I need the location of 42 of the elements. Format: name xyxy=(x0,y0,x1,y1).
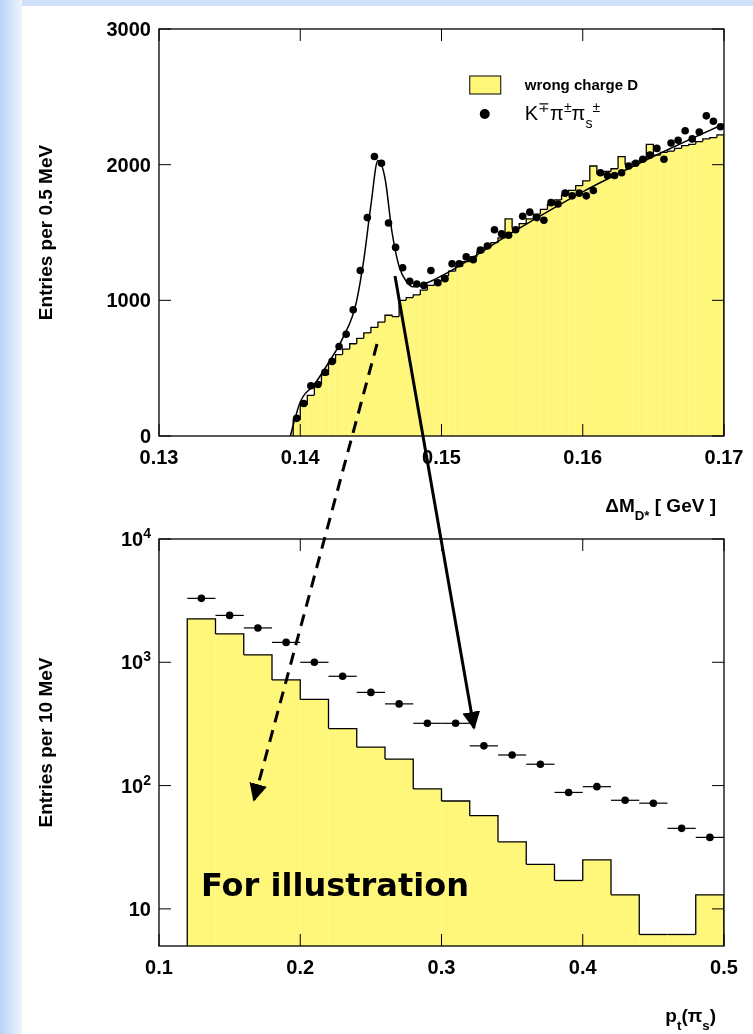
point xyxy=(423,719,432,728)
x-tick-label: 0.1 xyxy=(145,956,173,978)
y-axis-title: Entries per 0.5 MeV xyxy=(35,144,56,321)
point xyxy=(480,742,488,750)
y-tick-label: 10 xyxy=(128,897,151,920)
x-axis-title: p$_{t}$(π$_{s}$) xyxy=(665,1005,716,1033)
point xyxy=(367,688,375,697)
point xyxy=(621,796,629,805)
point xyxy=(593,782,601,791)
x-tick-label: 0.2 xyxy=(286,956,315,978)
point xyxy=(310,658,319,667)
point xyxy=(395,700,403,708)
legend-label: wrong charge D xyxy=(523,76,639,93)
x-tick-label: 0.3 xyxy=(427,956,456,978)
y-tick-label: 10$^{3}$ xyxy=(120,648,152,674)
annotation: For illustration xyxy=(201,866,469,904)
point xyxy=(536,760,545,769)
point xyxy=(508,751,516,759)
point xyxy=(451,719,460,728)
y-tick-label: 1000 xyxy=(106,289,151,312)
y-tick-label: 2000 xyxy=(106,153,151,176)
x-tick-label: 0.14 xyxy=(280,446,321,468)
x-tick-label: 0.4 xyxy=(568,956,598,978)
point xyxy=(706,833,714,842)
x-tick-label: 0.16 xyxy=(563,446,603,468)
x-tick-label: 0.17 xyxy=(704,446,744,468)
y-tick-label: 0 xyxy=(139,425,151,447)
x-tick-label: 0.5 xyxy=(710,956,738,978)
point xyxy=(677,824,686,833)
y-tick-label: 3000 xyxy=(106,18,151,40)
point xyxy=(225,611,234,620)
point xyxy=(649,799,658,807)
y-tick-label: 10$^{4}$ xyxy=(120,525,152,550)
point xyxy=(282,638,290,647)
point xyxy=(338,672,347,681)
y-tick-label: 10$^{2}$ xyxy=(120,771,152,797)
point xyxy=(564,788,573,797)
point xyxy=(254,624,262,632)
point xyxy=(197,594,206,603)
x-axis-title: ΔM$_{D*}$ [ GeV ] xyxy=(605,495,716,523)
x-tick-label: 0.13 xyxy=(139,446,179,468)
y-axis-title: Entries per 10 MeV xyxy=(35,657,56,828)
